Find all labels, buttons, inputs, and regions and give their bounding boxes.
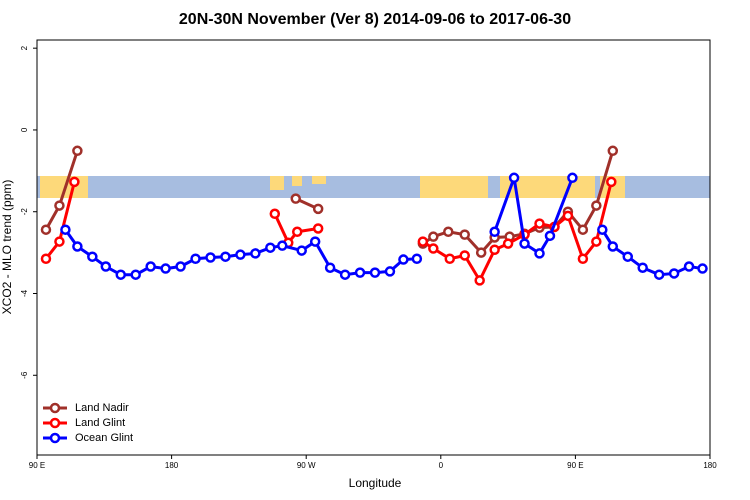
legend-label: Land Nadir [75, 402, 129, 414]
data-point [428, 243, 439, 254]
data-point [277, 240, 288, 251]
legend-marker [49, 402, 61, 414]
data-point [160, 263, 171, 274]
data-point [444, 253, 456, 264]
data-point [312, 203, 324, 215]
data-point [475, 247, 487, 258]
data-point [474, 275, 485, 286]
data-point [443, 226, 454, 238]
data-point [489, 226, 500, 238]
data-point [354, 267, 366, 278]
x-tick-label: 180 [703, 461, 717, 470]
legend-marker [49, 432, 61, 444]
data-point [534, 218, 545, 229]
y-tick-label: -4 [20, 289, 29, 297]
data-point [519, 238, 530, 249]
x-tick-label: 90 E [567, 461, 583, 470]
data-point [60, 224, 71, 235]
data-point [597, 224, 608, 235]
data-point [534, 248, 545, 259]
x-tick-label: 0 [439, 461, 444, 470]
data-point [668, 268, 680, 279]
data-point [265, 242, 276, 253]
data-point [544, 230, 556, 242]
data-point [69, 176, 80, 188]
data-point [72, 241, 83, 252]
data-point [459, 229, 470, 240]
data-point [697, 263, 708, 274]
data-point [591, 236, 602, 247]
data-point [567, 172, 578, 184]
data-point [100, 261, 112, 272]
data-point [87, 251, 98, 262]
data-point [250, 248, 261, 259]
data-point [235, 249, 246, 260]
data-point [291, 226, 303, 238]
data-point [269, 208, 281, 220]
data-point [369, 267, 381, 278]
data-point [290, 193, 301, 204]
data-point [309, 236, 321, 247]
data-point [72, 145, 83, 157]
data-point [607, 241, 619, 252]
data-point [296, 245, 307, 256]
data-point [312, 223, 324, 234]
x-tick-label: 90 E [29, 461, 45, 470]
legend-marker [49, 417, 61, 429]
legend-label: Land Glint [75, 417, 125, 429]
land-mask-strip [37, 176, 710, 198]
legend-label: Ocean Glint [75, 432, 133, 444]
data-point [205, 252, 216, 263]
data-point [324, 262, 336, 273]
data-point [489, 244, 500, 255]
data-point [502, 238, 514, 249]
data-point [508, 172, 520, 184]
data-point [577, 253, 589, 264]
data-point [220, 251, 231, 262]
data-point [637, 262, 648, 273]
y-tick-label: -6 [20, 371, 29, 379]
data-point [54, 236, 65, 247]
data-point [683, 261, 695, 272]
x-tick-label: 180 [165, 461, 179, 470]
data-point [40, 253, 52, 264]
data-point [459, 250, 470, 261]
y-tick-label: 0 [20, 127, 29, 132]
data-point [190, 253, 201, 264]
data-point [428, 231, 439, 242]
y-axis-label: XCO2 - MLO trend (ppm) [0, 180, 14, 315]
data-point [145, 261, 156, 272]
data-point [130, 269, 141, 280]
x-tick-label: 90 W [297, 461, 316, 470]
data-point [622, 251, 633, 262]
data-point [339, 269, 351, 280]
plot-frame [36, 39, 711, 456]
data-point [577, 224, 589, 235]
data-point [115, 269, 127, 280]
x-axis-label: Longitude [349, 476, 402, 490]
data-point [40, 224, 52, 235]
y-tick-label: -2 [20, 208, 29, 216]
data-point [591, 200, 602, 211]
data-point [606, 176, 617, 188]
data-point [562, 210, 574, 222]
data-point [54, 200, 65, 211]
data-point [398, 254, 409, 265]
data-point [175, 261, 186, 272]
data-point [411, 253, 423, 264]
chart-title: 20N-30N November (Ver 8) 2014-09-06 to 2… [179, 11, 571, 28]
data-point [653, 269, 665, 280]
y-tick-label: 2 [20, 45, 29, 50]
data-point [417, 236, 429, 247]
data-point [607, 145, 619, 157]
data-point [384, 266, 396, 277]
